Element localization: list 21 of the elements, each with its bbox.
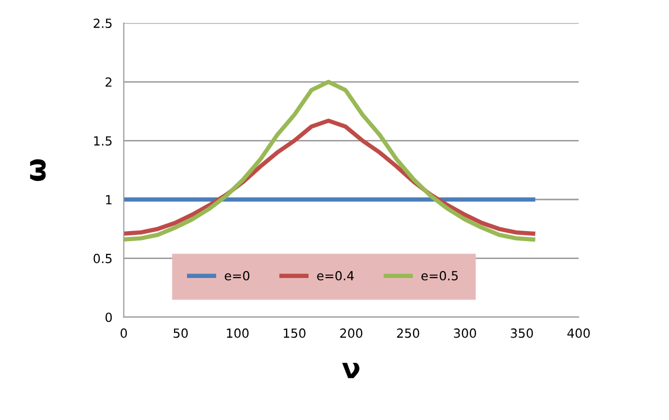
y-axis-title: ω: [30, 159, 46, 181]
legend-label: e=0.4: [317, 270, 354, 280]
x-tick-label: 100: [226, 328, 249, 338]
x-tick-label: 400: [567, 328, 590, 338]
x-axis-title: ν: [342, 362, 360, 378]
x-tick-label: 200: [340, 328, 362, 338]
y-tick-label: 1: [106, 195, 112, 204]
legend-label: e=0: [224, 270, 250, 280]
x-tick-label: 0: [120, 328, 127, 338]
x-tick-label: 300: [454, 328, 476, 338]
y-tick-label: 1.5: [94, 136, 112, 146]
x-tick-label: 50: [174, 328, 188, 338]
y-tick-label: 2.5: [94, 18, 112, 28]
y-tick-label: 2: [106, 77, 112, 87]
y-tick-label: 0.5: [94, 254, 112, 264]
legend-label: e=0.5: [421, 270, 458, 280]
line-series: [124, 80, 536, 242]
x-tick-label: 150: [284, 328, 306, 338]
x-tick-label: 250: [397, 328, 420, 338]
x-tick-label: 350: [510, 328, 533, 338]
y-tick-label: 0: [106, 312, 112, 322]
